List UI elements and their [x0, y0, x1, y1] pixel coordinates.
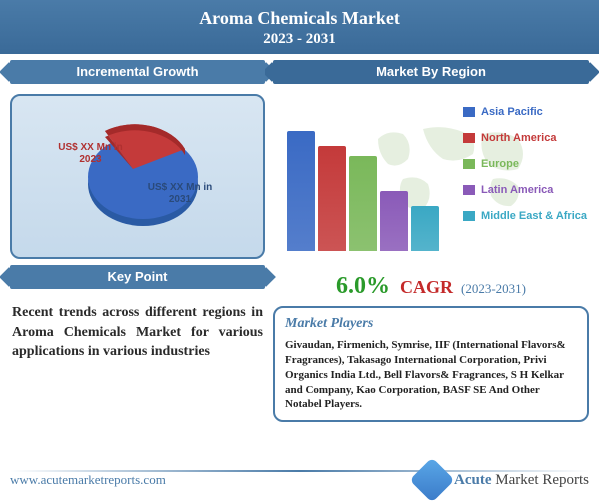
legend-swatch: [463, 185, 475, 195]
legend-label: Middle East & Africa: [481, 210, 587, 222]
bar-chart-area: Asia Pacific North America Europe Latin Ame…: [273, 94, 589, 269]
footer-logo: Acute Market Reports: [416, 464, 589, 496]
badge-label: Incremental Growth: [10, 60, 265, 84]
keypoint-text: Recent trends across different regions i…: [12, 303, 263, 362]
pie-label-2031: US$ XX Mn in 2031: [143, 182, 218, 206]
pie-chart: US$ XX Mn in 2023 US$ XX Mn in 2031: [68, 122, 208, 232]
logo-text: Acute Market Reports: [454, 472, 589, 489]
bar: [287, 131, 315, 251]
main-content: Incremental Growth US$ XX Mn in 2023 US$…: [0, 54, 599, 422]
bar: [349, 156, 377, 251]
footer: www.acutemarketreports.com Acute Market …: [0, 464, 599, 496]
bar: [318, 146, 346, 251]
legend-label: Europe: [481, 158, 519, 170]
incremental-growth-badge: Incremental Growth: [10, 60, 265, 90]
legend-item: Asia Pacific: [463, 106, 587, 118]
legend-item: North America: [463, 132, 587, 144]
market-players-box: Market Players Givaudan, Firmenich, Symr…: [273, 306, 589, 422]
title: Aroma Chemicals Market: [0, 8, 599, 29]
cagr-line: 6.0% CAGR (2023-2031): [273, 273, 589, 300]
cagr-value: 6.0%: [336, 273, 390, 299]
legend-label: North America: [481, 132, 556, 144]
players-title: Market Players: [285, 316, 577, 332]
legend-swatch: [463, 159, 475, 169]
legend-swatch: [463, 107, 475, 117]
bar: [411, 206, 439, 251]
legend-swatch: [463, 133, 475, 143]
badge-label: Market By Region: [273, 60, 589, 84]
left-column: Incremental Growth US$ XX Mn in 2023 US$…: [10, 60, 265, 422]
legend: Asia Pacific North America Europe Latin Ame…: [463, 106, 587, 236]
cagr-period: (2023-2031): [461, 281, 526, 296]
cagr-label: CAGR: [400, 277, 453, 297]
header: Aroma Chemicals Market 2023 - 2031: [0, 0, 599, 54]
keypoint-badge: Key Point: [10, 265, 265, 295]
region-badge: Market By Region: [273, 60, 589, 90]
pie-chart-box: US$ XX Mn in 2023 US$ XX Mn in 2031: [10, 94, 265, 259]
right-column: Market By Region Asia Pacific North Ameri…: [273, 60, 589, 422]
keypoint-box: Recent trends across different regions i…: [10, 299, 265, 362]
legend-item: Europe: [463, 158, 587, 170]
badge-label: Key Point: [10, 265, 265, 289]
legend-label: Asia Pacific: [481, 106, 543, 118]
footer-url: www.acutemarketreports.com: [10, 472, 166, 488]
legend-item: Middle East & Africa: [463, 210, 587, 222]
period: 2023 - 2031: [0, 31, 599, 48]
logo-icon: [409, 457, 454, 502]
bars-container: [287, 131, 439, 251]
bar: [380, 191, 408, 251]
pie-label-2023: US$ XX Mn in 2023: [56, 142, 126, 166]
legend-item: Latin America: [463, 184, 587, 196]
legend-swatch: [463, 211, 475, 221]
players-text: Givaudan, Firmenich, Symrise, IIF (Inter…: [285, 338, 577, 412]
legend-label: Latin America: [481, 184, 553, 196]
